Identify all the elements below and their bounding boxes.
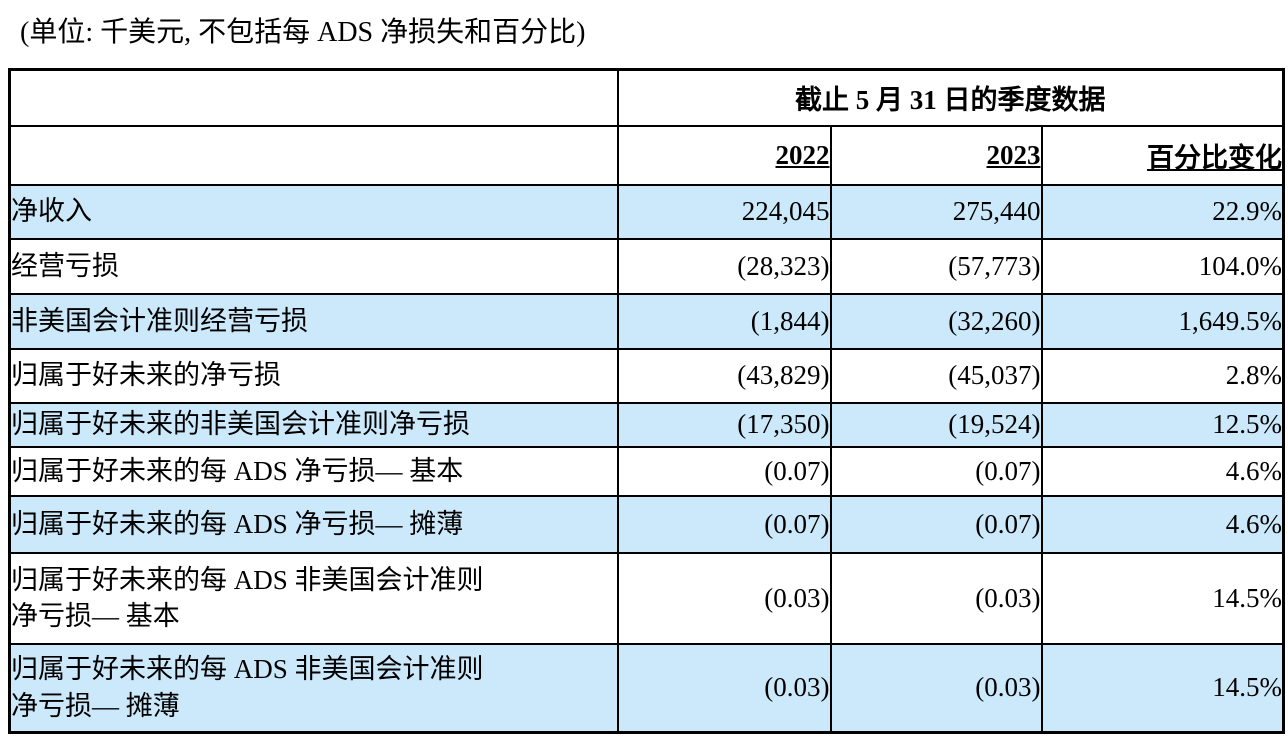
col-header-2023: 2023 (829, 124, 1043, 186)
value-2022: (17,350) (616, 401, 832, 448)
col-header-pct-change: 百分比变化 (1040, 124, 1285, 186)
row-label: 非美国会计准则经营亏损 (8, 292, 619, 350)
value-2022: (0.07) (616, 494, 832, 554)
row-label: 归属于好未来的非美国会计准则净亏损 (8, 401, 619, 448)
value-pct-change: 4.6% (1040, 445, 1285, 497)
table-row-net-loss-per-ads-basic: 归属于好未来的每 ADS 净亏损— 基本 (0.07) (0.07) 4.6% (8, 445, 1285, 497)
header-row-columns: 2022 2023 百分比变化 (8, 124, 1285, 186)
empty-header-cell (8, 124, 619, 186)
value-2022: (0.03) (616, 551, 832, 645)
table-row-non-gaap-operating-loss: 非美国会计准则经营亏损 (1,844) (32,260) 1,649.5% (8, 292, 1285, 350)
value-2023: (57,773) (829, 237, 1043, 295)
value-2023: (32,260) (829, 292, 1043, 350)
row-label: 经营亏损 (8, 237, 619, 295)
value-pct-change: 12.5% (1040, 401, 1285, 448)
spanning-header-cell: 截止 5 月 31 日的季度数据 (616, 68, 1285, 127)
value-2022: (0.03) (616, 642, 832, 734)
row-label: 归属于好未来的每 ADS 净亏损— 基本 (8, 445, 619, 497)
table-row-net-revenues: 净收入 224,045 275,440 22.9% (8, 183, 1285, 240)
col-header-2022-label: 2022 (775, 139, 830, 170)
quarterly-results-table: 截止 5 月 31 日的季度数据 2022 2023 百分比变化 净收入 224… (8, 68, 1286, 734)
row-label: 归属于好未来的每 ADS 非美国会计准则 净亏损— 基本 (8, 551, 619, 645)
unit-note: (单位: 千美元, 不包括每 ADS 净损失和百分比) (20, 17, 586, 48)
value-2023: (0.07) (829, 445, 1043, 497)
table-row-non-gaap-net-loss-attributable: 归属于好未来的非美国会计准则净亏损 (17,350) (19,524) 12.5… (8, 401, 1285, 448)
row-label: 归属于好未来的净亏损 (8, 347, 619, 404)
value-2023: (19,524) (829, 401, 1043, 448)
value-pct-change: 14.5% (1040, 642, 1285, 734)
value-pct-change: 2.8% (1040, 347, 1285, 404)
value-2022: (43,829) (616, 347, 832, 404)
value-pct-change: 22.9% (1040, 183, 1285, 240)
table-row-non-gaap-net-loss-per-ads-basic: 归属于好未来的每 ADS 非美国会计准则 净亏损— 基本 (0.03) (0.0… (8, 551, 1285, 645)
value-pct-change: 1,649.5% (1040, 292, 1285, 350)
value-2023: (45,037) (829, 347, 1043, 404)
value-2022: (28,323) (616, 237, 832, 295)
col-header-pct-change-label: 百分比变化 (1147, 142, 1283, 173)
col-header-2023-label: 2023 (986, 139, 1041, 170)
value-2022: 224,045 (616, 183, 832, 240)
row-label: 归属于好未来的每 ADS 净亏损— 摊薄 (8, 494, 619, 554)
value-2022: (0.07) (616, 445, 832, 497)
table-row-net-loss-attributable: 归属于好未来的净亏损 (43,829) (45,037) 2.8% (8, 347, 1285, 404)
table-row-net-loss-per-ads-diluted: 归属于好未来的每 ADS 净亏损— 摊薄 (0.07) (0.07) 4.6% (8, 494, 1285, 554)
value-2023: (0.07) (829, 494, 1043, 554)
value-2022: (1,844) (616, 292, 832, 350)
value-pct-change: 14.5% (1040, 551, 1285, 645)
value-2023: 275,440 (829, 183, 1043, 240)
value-pct-change: 4.6% (1040, 494, 1285, 554)
value-2023: (0.03) (829, 551, 1043, 645)
table-row-operating-loss: 经营亏损 (28,323) (57,773) 104.0% (8, 237, 1285, 295)
row-label: 净收入 (8, 183, 619, 240)
table-row-non-gaap-net-loss-per-ads-diluted: 归属于好未来的每 ADS 非美国会计准则 净亏损— 摊薄 (0.03) (0.0… (8, 642, 1285, 734)
col-header-2022: 2022 (616, 124, 832, 186)
header-row-span: 截止 5 月 31 日的季度数据 (8, 68, 1285, 127)
empty-header-cell (8, 68, 619, 127)
row-label: 归属于好未来的每 ADS 非美国会计准则 净亏损— 摊薄 (8, 642, 619, 734)
value-pct-change: 104.0% (1040, 237, 1285, 295)
value-2023: (0.03) (829, 642, 1043, 734)
